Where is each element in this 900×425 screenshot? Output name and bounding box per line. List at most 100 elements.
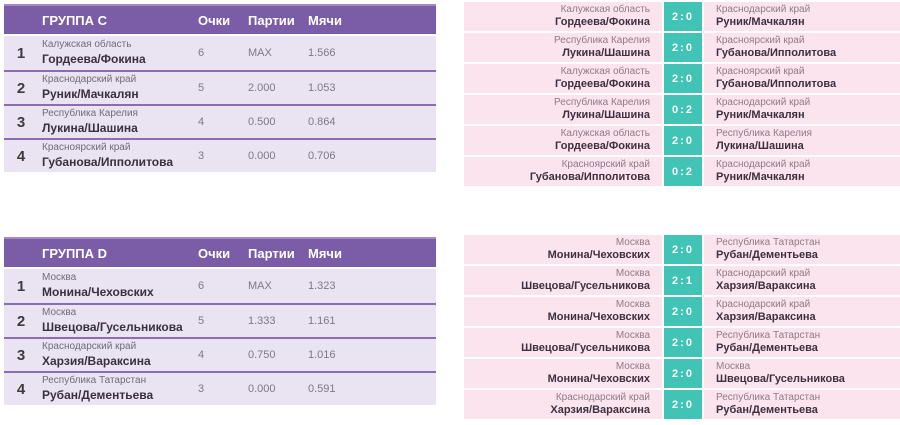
row-position: 2 (16, 79, 26, 97)
standings-row: 2 Краснодарский край Руник/Мачкалян 5 2.… (4, 70, 436, 104)
match-right-region: Республика Татарстан (716, 391, 821, 403)
match-right-team: Краснодарский край Руник/Мачкалян (704, 157, 900, 186)
standings-table: ГРУППА D Очки Партии Мячи 1 Москва Монин… (4, 237, 436, 405)
match-right-team: Красноярский край Губанова/Ипполитова (704, 64, 900, 93)
match-row: Москва Монина/Чеховских 2:0 Москва Швецо… (464, 359, 900, 388)
match-right-name: Харзия/Вараксина (716, 310, 816, 323)
match-right-team: Республика Татарстан Рубан/Дементьева (704, 328, 900, 357)
standings-row: 3 Республика Карелия Лукина/Шашина 4 0.5… (4, 104, 436, 138)
match-left-region: Москва (615, 360, 650, 372)
match-right-region: Краснодарский край (716, 267, 811, 279)
column-header-balls: Мячи (308, 12, 342, 28)
team-points: 4 (198, 116, 205, 128)
match-row: Республика Карелия Лукина/Шашина 2:0 Кра… (464, 33, 900, 62)
match-right-team: Республика Карелия Лукина/Шашина (704, 126, 900, 155)
match-score-badge: 0:2 (664, 95, 702, 124)
match-right-name: Рубан/Дементьева (716, 403, 818, 416)
match-row: Москва Швецова/Гусельникова 2:0 Республи… (464, 328, 900, 357)
match-right-name: Губанова/Ипполитова (716, 46, 837, 59)
team-balls: 1.053 (308, 82, 336, 94)
team-name: Гордеева/Фокина (42, 51, 146, 66)
group-title: ГРУППА C (42, 12, 108, 28)
match-right-region: Красноярский край (716, 34, 805, 46)
match-left-name: Лукина/Шашина (562, 46, 650, 59)
row-position: 3 (16, 346, 26, 364)
column-header-balls: Мячи (308, 245, 342, 261)
match-right-region: Краснодарский край (716, 298, 811, 310)
match-row: Калужская область Гордеева/Фокина 2:0 Ре… (464, 126, 900, 155)
match-right-team: Краснодарский край Харзия/Вараксина (704, 297, 900, 326)
team-points: 6 (198, 280, 205, 292)
match-row: Москва Швецова/Гусельникова 2:1 Краснода… (464, 266, 900, 295)
team-balls: 0.706 (308, 150, 336, 162)
match-left-name: Монина/Чеховских (547, 248, 650, 261)
match-right-team: Краснодарский край Руник/Мачкалян (704, 95, 900, 124)
standings-table: ГРУППА C Очки Партии Мячи 1 Калужская об… (4, 4, 436, 172)
team-name: Харзия/Вараксина (42, 353, 151, 368)
team-cell: Республика Карелия Лукина/Шашина (38, 108, 198, 136)
match-left-name: Губанова/Ипполитова (529, 170, 650, 183)
team-balls: 0.591 (308, 383, 336, 395)
match-right-name: Губанова/Ипполитова (716, 77, 837, 90)
match-left-region: Москва (615, 236, 650, 248)
match-left-team: Калужская область Гордеева/Фокина (464, 2, 662, 31)
team-name: Рубан/Дементьева (42, 387, 154, 402)
row-position: 1 (16, 277, 26, 295)
match-score-badge: 2:0 (664, 328, 702, 357)
team-cell: Краснодарский край Руник/Мачкалян (38, 74, 198, 102)
match-left-team: Калужская область Гордеева/Фокина (464, 64, 662, 93)
matches-list: Калужская область Гордеева/Фокина 2:0 Кр… (464, 2, 900, 188)
team-games: 0.000 (248, 150, 276, 162)
match-row: Москва Монина/Чеховских 2:0 Республика Т… (464, 235, 900, 264)
match-row: Республика Карелия Лукина/Шашина 0:2 Кра… (464, 95, 900, 124)
match-left-region: Калужская область (560, 127, 650, 139)
match-right-name: Лукина/Шашина (716, 139, 804, 152)
team-name: Лукина/Шашина (42, 120, 138, 135)
team-games: 1.333 (248, 315, 276, 327)
team-balls: 1.566 (308, 47, 336, 59)
team-name: Монина/Чеховских (42, 284, 154, 299)
match-left-region: Москва (615, 267, 650, 279)
standings-header: ГРУППА D Очки Партии Мячи (4, 237, 436, 267)
match-left-name: Швецова/Гусельникова (521, 279, 650, 292)
team-balls: 1.016 (308, 349, 336, 361)
team-region: Краснодарский край (42, 74, 137, 86)
row-position: 4 (16, 147, 26, 165)
match-left-name: Гордеева/Фокина (555, 139, 650, 152)
row-position: 4 (16, 380, 26, 398)
row-position: 2 (16, 312, 26, 330)
team-region: Республика Татарстан (42, 375, 147, 387)
standings-row: 2 Москва Швецова/Гусельникова 5 1.333 1.… (4, 303, 436, 337)
match-left-team: Москва Швецова/Гусельникова (464, 266, 662, 295)
team-games: 2.000 (248, 82, 276, 94)
standings-row: 1 Калужская область Гордеева/Фокина 6 MA… (4, 36, 436, 70)
match-left-region: Калужская область (560, 65, 650, 77)
match-left-team: Республика Карелия Лукина/Шашина (464, 33, 662, 62)
match-score-badge: 0:2 (664, 157, 702, 186)
match-left-region: Краснодарский край (555, 391, 650, 403)
team-region: Республика Карелия (42, 108, 138, 120)
column-header-points: Очки (198, 245, 231, 261)
match-right-region: Республика Татарстан (716, 329, 821, 341)
match-left-team: Калужская область Гордеева/Фокина (464, 126, 662, 155)
match-right-team: Краснодарский край Руник/Мачкалян (704, 2, 900, 31)
standings-row: 3 Краснодарский край Харзия/Вараксина 4 … (4, 337, 436, 371)
standings-body: 1 Калужская область Гордеева/Фокина 6 MA… (4, 36, 436, 172)
match-left-team: Москва Швецова/Гусельникова (464, 328, 662, 357)
match-score-badge: 2:1 (664, 266, 702, 295)
team-cell: Калужская область Гордеева/Фокина (38, 39, 198, 67)
team-points: 5 (198, 82, 205, 94)
team-name: Руник/Мачкалян (42, 86, 139, 101)
match-left-name: Харзия/Вараксина (550, 403, 650, 416)
team-games: 0.000 (248, 383, 276, 395)
match-left-name: Гордеева/Фокина (555, 77, 650, 90)
column-header-games: Партии (248, 245, 295, 261)
standings-row: 4 Республика Татарстан Рубан/Дементьева … (4, 371, 436, 405)
match-left-region: Республика Карелия (554, 96, 650, 108)
match-score-badge: 2:0 (664, 126, 702, 155)
team-cell: Красноярский край Губанова/Ипполитова (38, 142, 198, 170)
team-games: MAX (248, 47, 272, 59)
match-left-team: Республика Карелия Лукина/Шашина (464, 95, 662, 124)
team-points: 5 (198, 315, 205, 327)
team-region: Калужская область (42, 39, 132, 51)
